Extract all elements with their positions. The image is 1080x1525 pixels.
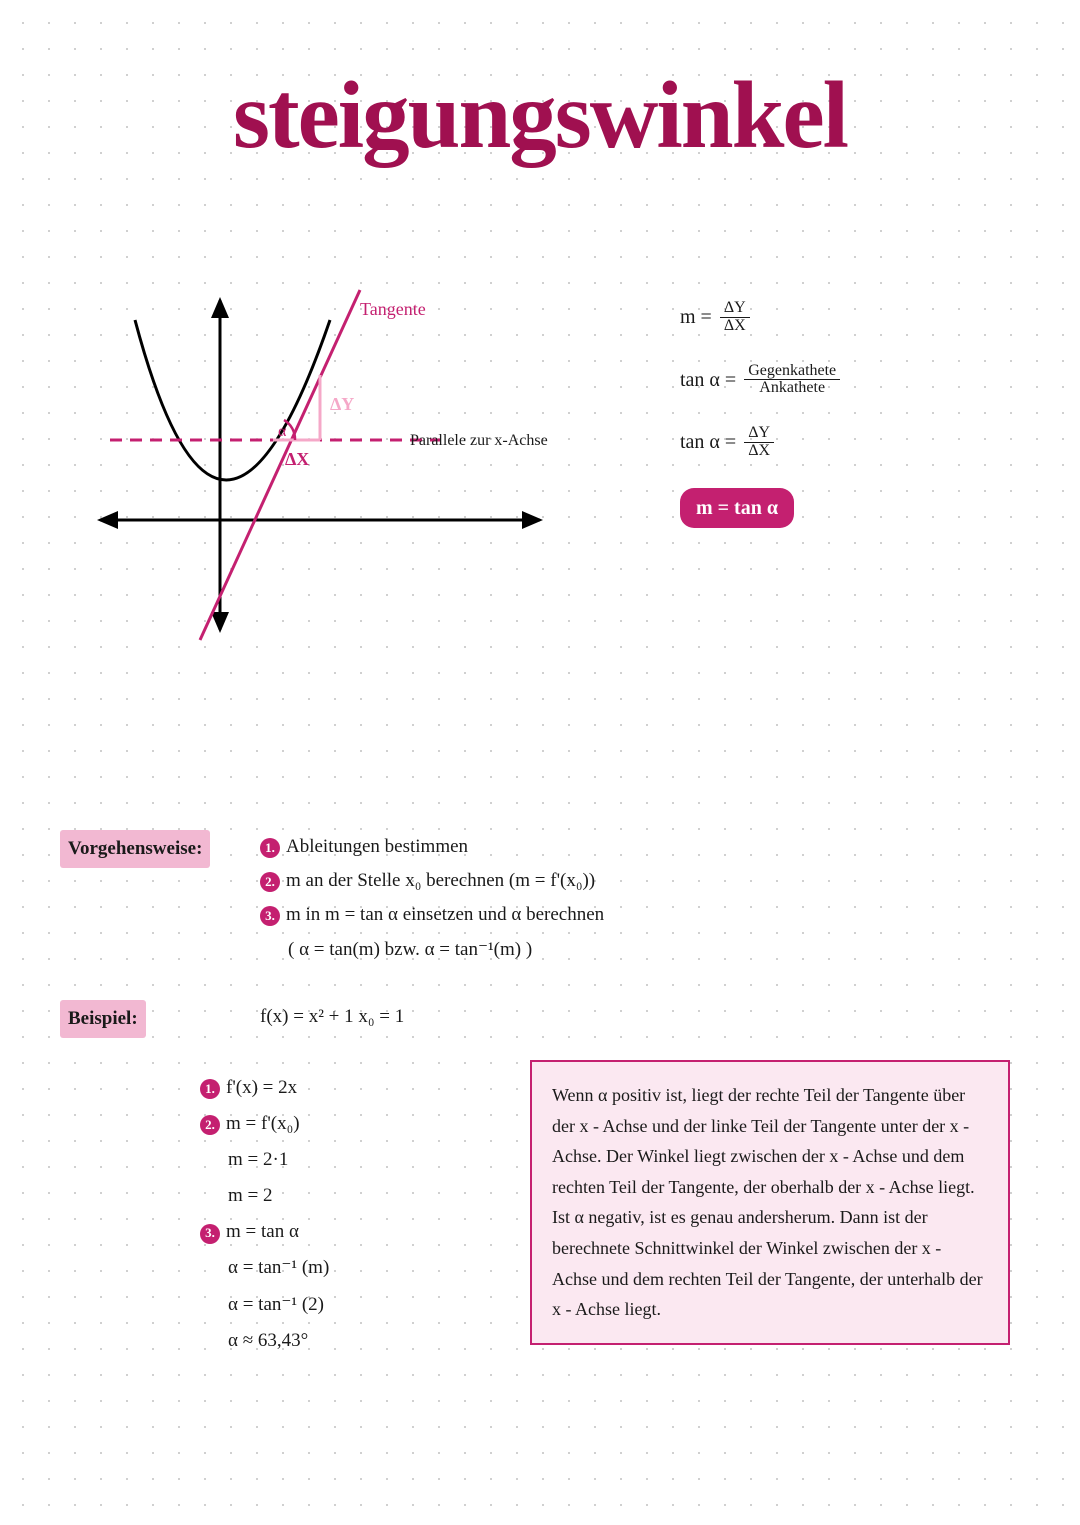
worked-line-6: α = tan⁻¹ (m)	[200, 1250, 329, 1286]
step-number-icon: 3.	[260, 906, 280, 926]
worked-line-1: 1. f'(x) = 2x	[200, 1070, 329, 1106]
tangent-label: Tangente	[360, 299, 426, 319]
explanation-note: Wenn α positiv ist, liegt der rechte Tei…	[530, 1060, 1010, 1345]
procedure-label: Vorgehensweise:	[60, 830, 210, 868]
procedure-step-3b: ( α = tan(m) bzw. α = tan⁻¹(m) )	[260, 933, 604, 967]
worked-line-2-text: m = f'(x₀)	[226, 1113, 300, 1134]
worked-line-3: m = 2·1	[200, 1142, 329, 1178]
graph-diagram: Tangente ΔY ΔX α Parallele zur x-Achse	[80, 280, 600, 660]
procedure-step-1: 1. Ableitungen bestimmen	[260, 830, 604, 864]
formula-m-prefix: m =	[680, 303, 712, 331]
page-title: steigungswinkel	[0, 60, 1080, 170]
example-given: f(x) = x² + 1 x₀ = 1	[260, 1000, 404, 1034]
formula-tan1: tan α = Gegenkathete Ankathete	[680, 363, 1040, 398]
formula-tan1-num: Gegenkathete	[744, 363, 840, 381]
worked-line-1-text: f'(x) = 2x	[226, 1077, 297, 1098]
formula-tan1-den: Ankathete	[755, 380, 829, 397]
example-label: Beispiel:	[60, 1000, 146, 1038]
worked-line-4: m = 2	[200, 1178, 329, 1214]
step-number-icon: 1.	[260, 838, 280, 858]
worked-line-7: α = tan⁻¹ (2)	[200, 1287, 329, 1323]
step-number-icon: 3.	[200, 1224, 220, 1244]
procedure-step-3: 3. m in m = tan α einsetzen und α berechn…	[260, 898, 604, 932]
procedure-step-2: 2. m an der Stelle x₀ berechnen (m = f'(x…	[260, 864, 604, 898]
alpha-label: α	[278, 423, 287, 440]
worked-line-2: 2. m = f'(x₀)	[200, 1106, 329, 1142]
worked-line-5: 3. m = tan α	[200, 1214, 329, 1250]
formula-m: m = ΔY ΔX	[680, 300, 1040, 335]
step-number-icon: 2.	[200, 1115, 220, 1135]
worked-line-8: α ≈ 63,43°	[200, 1323, 329, 1359]
worked-solution: 1.f'(x) = 2x 2.m = f'(x₀) m = 2·1 m = 2 …	[200, 1070, 329, 1359]
step-number-icon: 1.	[200, 1079, 220, 1099]
dy-label: ΔY	[330, 394, 354, 414]
formula-tan2-prefix: tan α =	[680, 428, 736, 456]
formula-tan2-den: ΔX	[744, 443, 774, 460]
procedure-step-2-text: m an der Stelle x₀ berechnen (m = f'(x₀)…	[286, 870, 595, 891]
procedure-step-1-text: Ableitungen bestimmen	[286, 836, 468, 857]
parallel-label: Parallele zur x-Achse	[410, 432, 548, 449]
worked-line-5-text: m = tan α	[226, 1221, 299, 1242]
formula-m-den: ΔX	[720, 318, 750, 335]
formula-tan2-num: ΔY	[744, 425, 774, 443]
formula-result-pill: m = tan α	[680, 488, 794, 528]
formula-tan1-prefix: tan α =	[680, 366, 736, 394]
formula-m-num: ΔY	[720, 300, 750, 318]
procedure-section: Vorgehensweise: 1.Ableitungen bestimmen …	[60, 830, 1040, 868]
example-section: Beispiel: f(x) = x² + 1 x₀ = 1	[60, 1000, 1040, 1038]
formula-block: m = ΔY ΔX tan α = Gegenkathete Ankathete…	[680, 300, 1040, 556]
procedure-step-3-text: m in m = tan α einsetzen und α berechnen	[286, 904, 604, 925]
dx-label: ΔX	[285, 449, 309, 469]
step-number-icon: 2.	[260, 872, 280, 892]
formula-tan2: tan α = ΔY ΔX	[680, 425, 1040, 460]
